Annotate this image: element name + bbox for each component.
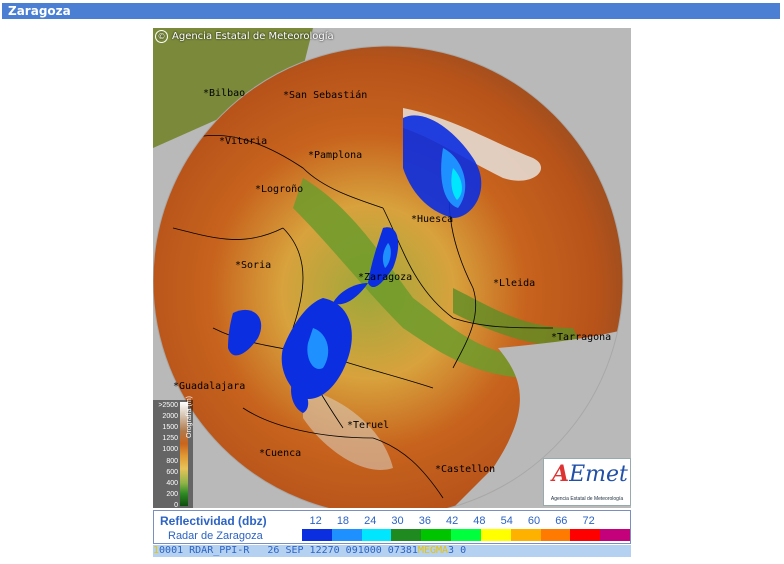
legend-color-bar [302,529,630,541]
city-label: *Vitoria [219,136,268,147]
page-title-bar: Zaragoza [2,3,780,19]
status-overlay: MEGMA [417,545,449,556]
city-label: *San Sebastián [283,90,368,101]
city-label: *Huesca [411,214,454,225]
legend-color-swatch [510,529,541,541]
reflectivity-legend: Reflectividad (dbz) Radar de Zaragoza 12… [153,510,631,544]
status-bar: 10001 RDAR_PPI-R 26 SEP 12270 091000 073… [153,545,631,557]
legend-color-swatch [331,529,362,541]
legend-value: 66 [555,515,568,527]
legend-value: 54 [500,515,513,527]
orography-level-label: 1000 [162,446,178,454]
agency-text: Agencia Estatal de Meteorología [172,31,334,42]
legend-value: 48 [473,515,486,527]
legend-subtitle: Radar de Zaragoza [168,530,263,542]
legend-color-swatch [451,529,481,541]
orography-scale: >2500 2000 1500 1250 1000 800 600 400 200 0 Orogr… [153,396,193,508]
aemet-logo: AEmet Agencia Estatal de Meteorología [543,458,631,506]
legend-value: 72 [582,515,595,527]
legend-color-swatch [600,529,630,541]
city-label: *Teruel [347,420,390,431]
legend-value: 60 [527,515,541,527]
legend-value: 42 [446,515,459,527]
legend-color-swatch [480,529,511,541]
city-label: *Logroño [255,184,304,195]
city-label: *Pamplona [308,150,363,161]
legend-value: 12 [309,515,322,527]
radar-map: © Agencia Estatal de Meteorología *Bilbao… [153,28,631,508]
orography-level-label: 600 [166,468,178,476]
city-label: *Guadalajara [173,381,246,392]
city-label: *Bilbao [203,88,246,99]
legend-value: 18 [336,515,350,527]
city-label: *Soria [235,260,272,271]
range-ring [153,45,624,508]
city-label: *Tarragona [551,332,612,343]
orography-level-label: 200 [166,490,178,498]
valley-band [293,178,533,378]
legend-values: 12 18 24 30 36 42 48 54 60 66 72 [302,515,630,527]
legend-value: 36 [418,515,431,527]
legend-value: 24 [364,515,377,527]
city-label: *Zaragoza [358,272,413,283]
orography-gradient [180,402,188,506]
valley-band [453,288,583,348]
legend-color-swatch [302,529,332,541]
legend-color-swatch [570,529,601,541]
status-tail: 3 0 [448,545,467,556]
legend-title: Reflectividad (dbz) [160,514,267,528]
status-text: 0001 RDAR_PPI-R 26 SEP 12270 091000 0738… [159,545,418,556]
page-title: Zaragoza [8,4,71,18]
status-marker: 1 [153,545,160,556]
orography-level-label: 1500 [162,424,178,432]
orography-level-label: 400 [166,479,178,487]
legend-color-swatch [391,529,422,541]
terrain-corner [153,28,313,148]
city-label: *Lleida [493,278,536,289]
orography-level-label: 0 [174,502,178,508]
orography-level-label: 800 [166,457,178,465]
radar-echoes [228,115,482,413]
legend-color-swatch [361,529,392,541]
aemet-logo-mark: AEmet [552,461,628,487]
orography-level-label: 1250 [162,435,178,443]
radar-map-graphic [153,28,631,508]
legend-color-swatch [540,529,571,541]
agency-credit: © Agencia Estatal de Meteorología [155,30,334,43]
orography-level-label: 2000 [162,413,178,421]
aemet-logo-subtitle: Agencia Estatal de Meteorología [550,496,624,502]
copyright-icon: © [155,30,168,43]
legend-value: 30 [391,515,404,527]
orography-unit-label: Orografía (m) [186,395,193,438]
legend-color-swatch [421,529,452,541]
city-label: *Cuenca [259,448,302,459]
city-label: *Castellon [435,464,496,475]
orography-level-label: >2500 [158,402,178,409]
mountain-snow [303,388,393,470]
